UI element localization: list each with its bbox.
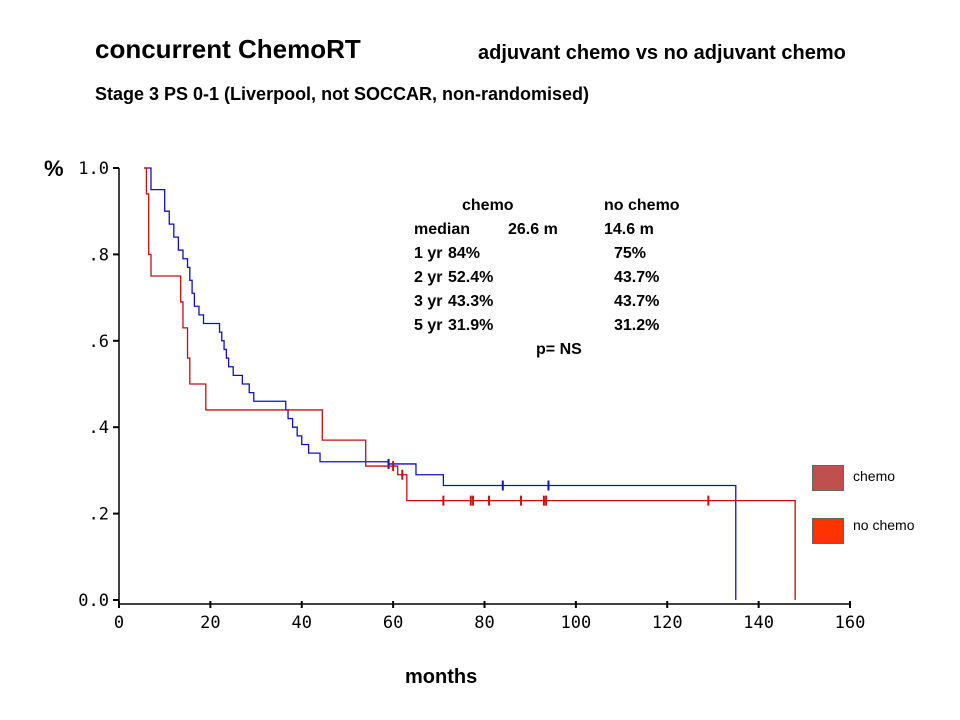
chart-description: Stage 3 PS 0-1 (Liverpool, not SOCCAR, n… [95,84,590,104]
survival-curve-series-1 [144,167,737,600]
x-axis-label: months [405,666,478,688]
x-tick-label: 60 [383,613,403,633]
x-tick-label: 140 [743,613,774,633]
stats-value-chemo: 52.4% [448,269,494,286]
x-tick-label: 40 [292,613,312,633]
y-axis-label: % [44,156,64,181]
stats-value-chemo: 84% [448,245,481,262]
stats-row-label: 5 yr [414,317,443,334]
stats-value-no-chemo: 43.7% [614,293,660,310]
stats-row-label: 3 yr [414,293,443,310]
chart-title: concurrent ChemoRT [95,34,361,64]
y-tick-label: .6 [89,332,109,352]
chart-subtitle: adjuvant chemo vs no adjuvant chemo [478,42,846,64]
stats-value-chemo: 26.6 m [508,221,558,238]
y-tick-label: .4 [89,418,109,438]
legend-swatch-chemo [812,465,844,491]
stats-value-chemo: 31.9% [448,317,494,334]
stats-col-chemo: chemo [462,197,514,214]
y-tick-label: .8 [89,245,109,265]
stats-value-no-chemo: 14.6 m [604,221,654,238]
stats-value-no-chemo: 43.7% [614,269,660,286]
stats-col-no-chemo: no chemo [604,197,680,214]
stats-row-label: 1 yr [414,245,443,262]
legend-label-no-chemo: no chemo [853,517,915,533]
stats-value-chemo: 43.3% [448,293,494,310]
p-value: p= NS [536,341,582,358]
x-tick-label: 20 [200,613,220,633]
stats-row-label: median [414,221,471,238]
y-tick-label: 0.0 [78,591,109,611]
survival-curve-series-2 [144,167,796,600]
stats-value-no-chemo: 31.2% [614,317,660,334]
y-tick-label: .2 [89,505,109,525]
stats-row-label: 2 yr [414,269,443,286]
legend-label-chemo: chemo [853,468,896,484]
x-tick-label: 160 [835,613,866,633]
x-tick-label: 100 [561,613,592,633]
x-tick-label: 0 [114,613,124,633]
x-tick-label: 80 [474,613,494,633]
stats-value-no-chemo: 75% [614,245,647,262]
x-tick-label: 120 [652,613,683,633]
y-tick-label: 1.0 [78,159,109,179]
legend-swatch-no-chemo [812,518,844,544]
